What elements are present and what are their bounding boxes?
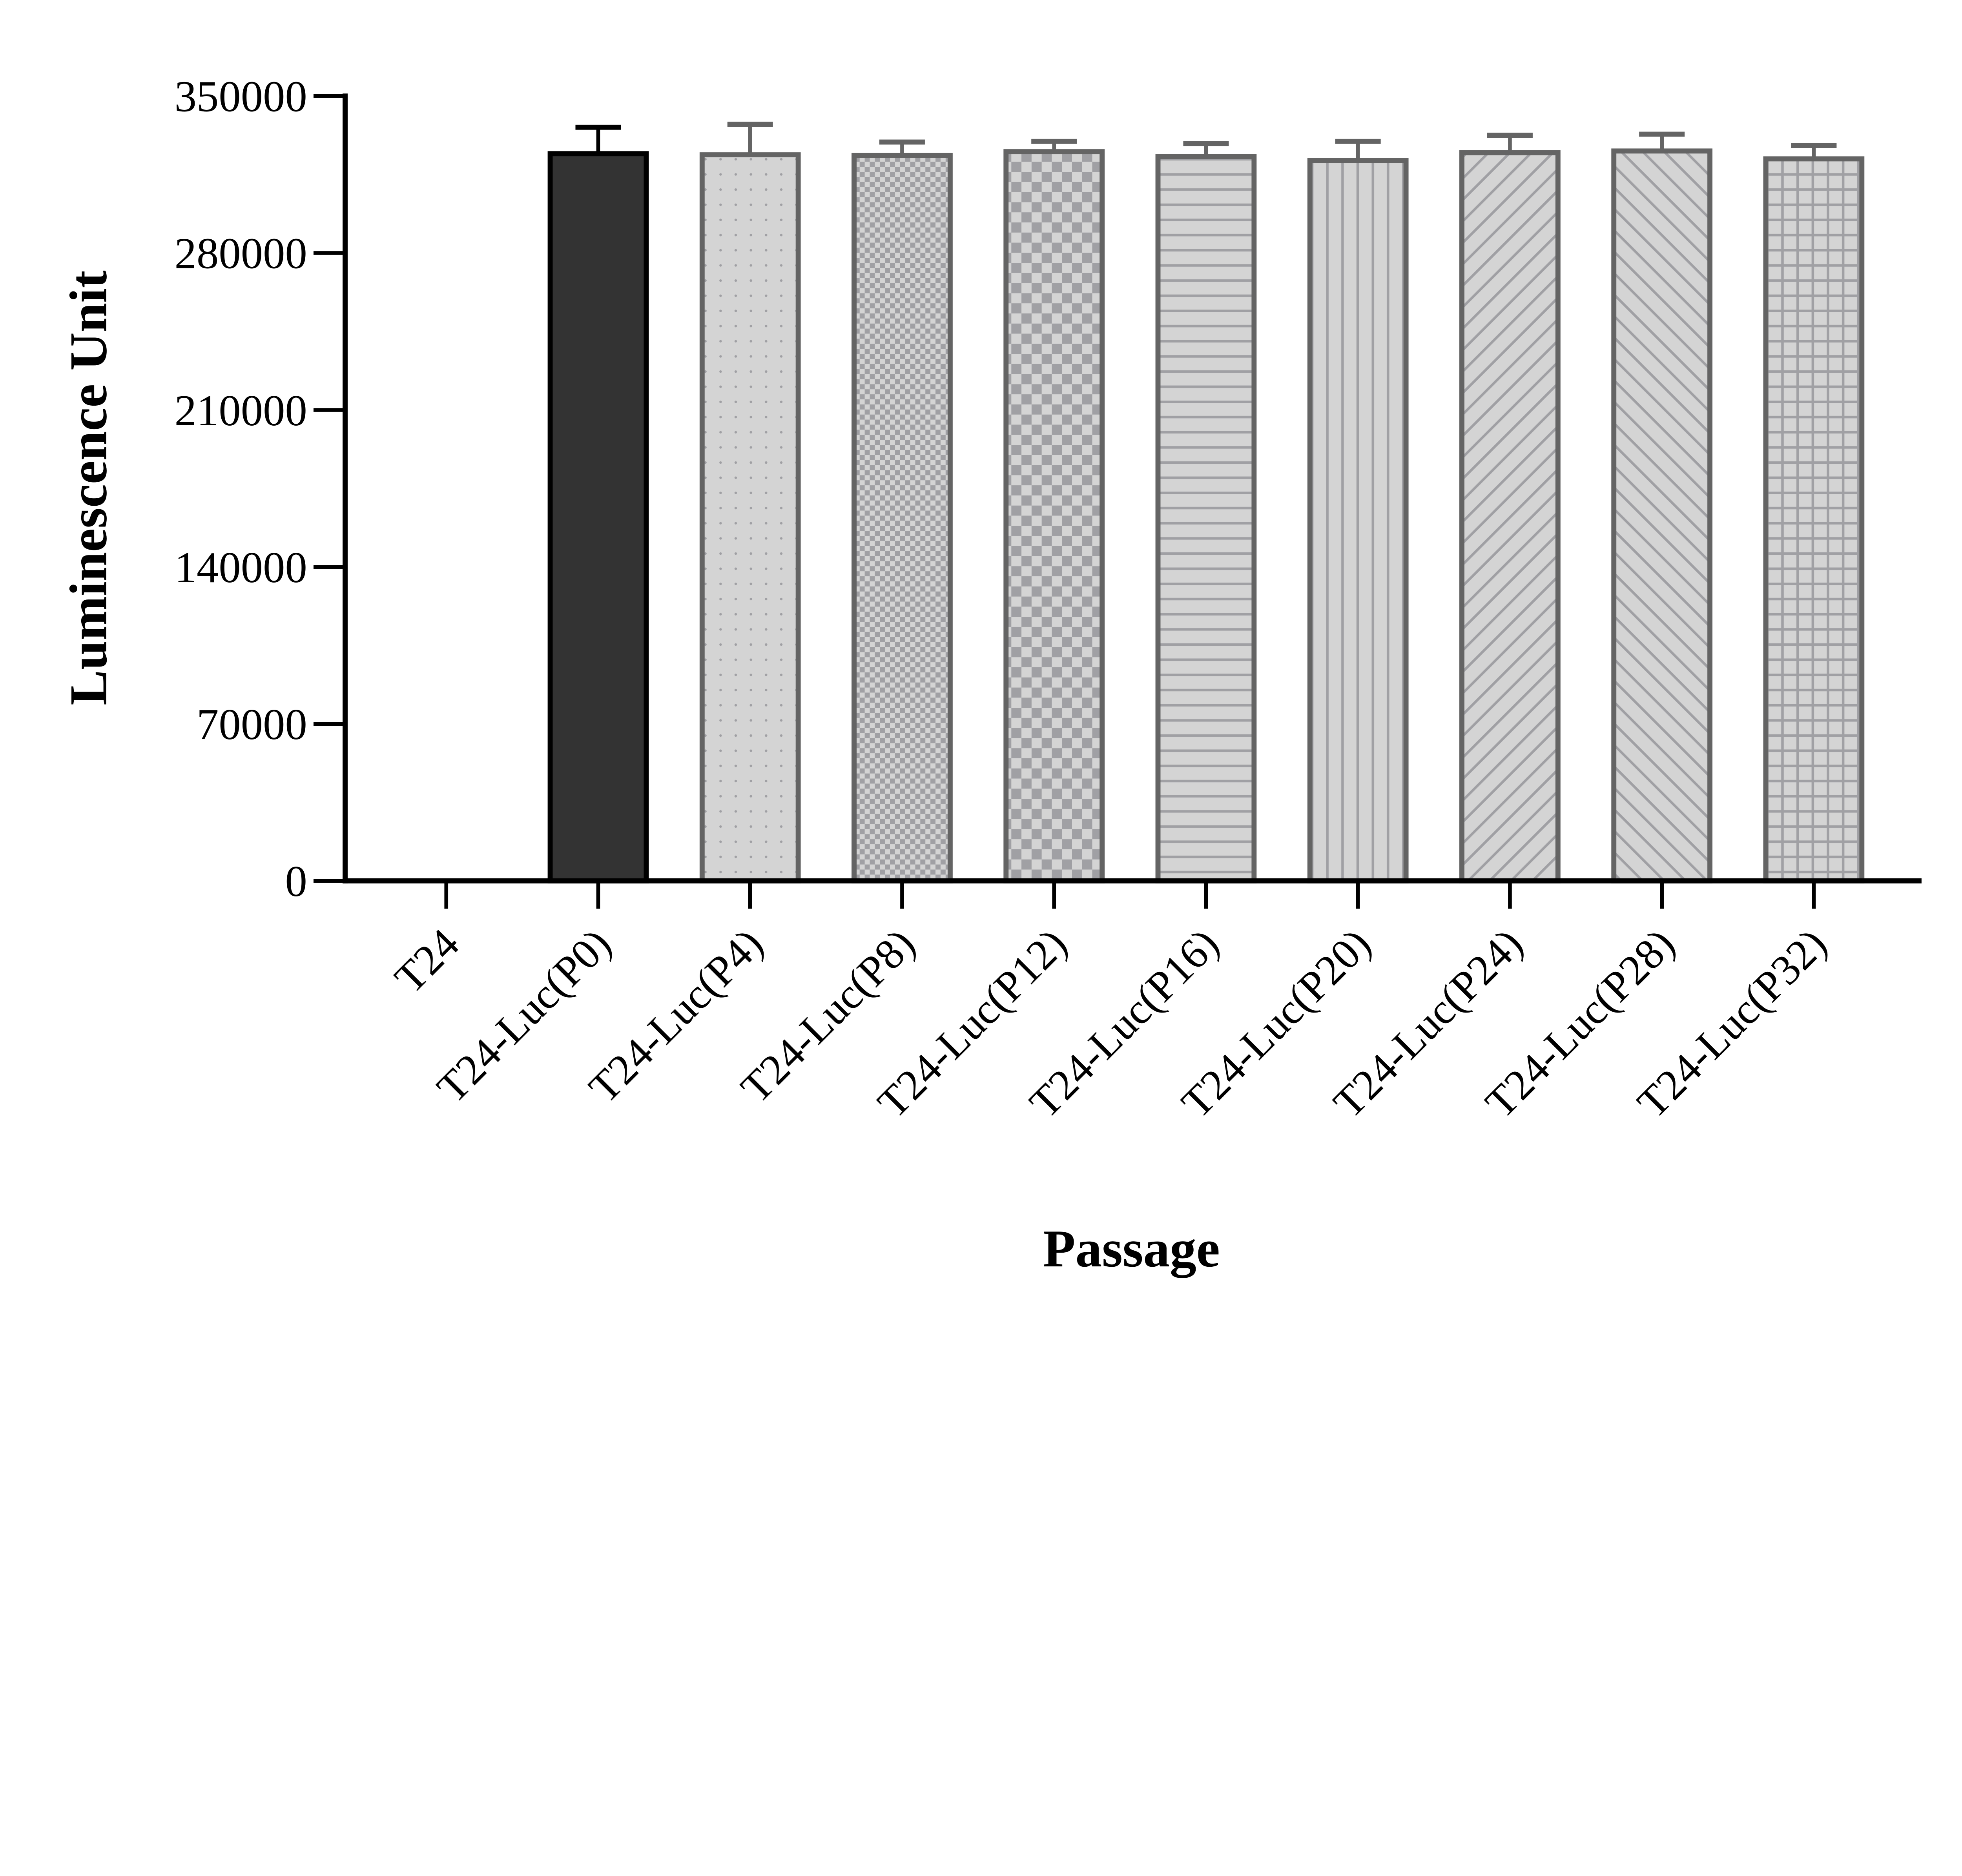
bar-t24-lucp16 [1155,154,1257,883]
x-tick-label: T24 [385,920,468,1002]
x-axis-title: Passage [1043,1219,1220,1278]
bar-t24-lucp12 [1003,149,1105,883]
bar-t24-lucp20 [1307,158,1409,883]
bar-t24-lucp8 [852,153,953,883]
bar-t24-lucp0 [547,151,649,883]
y-tick-label: 280000 [175,229,307,278]
y-axis-title: Luminescence Unit [59,270,118,705]
bars-group [547,122,1865,883]
y-tick-label: 350000 [175,73,307,121]
bar-t24-lucp32 [1763,156,1865,883]
y-tick-label: 0 [285,857,307,906]
bar-t24-lucp4 [699,152,801,883]
y-tick-label: 140000 [175,543,307,592]
bar-t24-lucp28 [1611,148,1713,883]
bar-t24-lucp24 [1459,150,1561,883]
y-tick-label: 210000 [175,386,307,435]
y-tick-label: 70000 [197,700,307,749]
bar-chart: T24T24-Luc(P0)T24-Luc(P4)T24-Luc(P8)T24-… [59,73,1922,1278]
